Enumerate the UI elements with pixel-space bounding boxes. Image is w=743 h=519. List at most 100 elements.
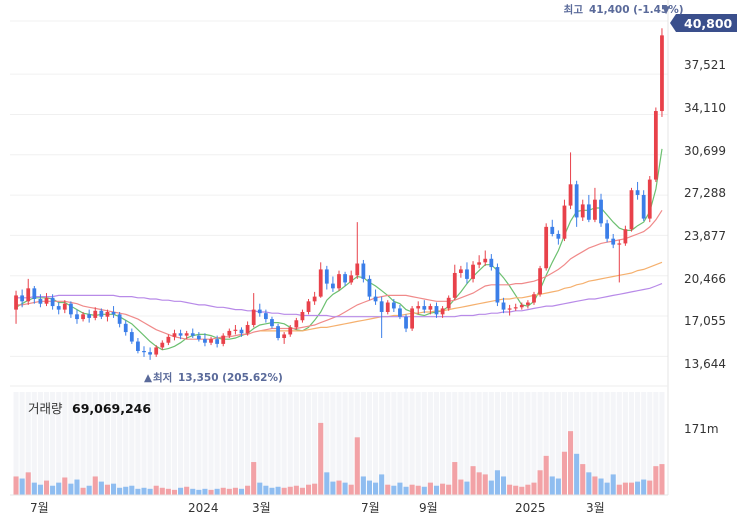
volume-background-bar [482,392,488,495]
candle-body [148,352,152,355]
candle-body [489,258,494,268]
volume-bar [592,476,598,495]
volume-background-bar [360,392,366,495]
volume-bar [537,470,543,495]
candle-body [452,272,457,298]
volume-bar [220,487,226,495]
candle-body [32,288,37,299]
current-price-marker [670,14,737,32]
volume-background-bar [202,392,208,495]
candle-body [75,314,79,320]
volume-background-bar [245,392,251,495]
volume-background-bar [379,392,385,495]
volume-background-bar [409,392,415,495]
volume-bar [141,487,147,495]
volume-background-bar [196,392,202,495]
candle-body [239,329,244,334]
volume-bar [610,474,616,495]
volume-background-bar [74,392,80,495]
volume-background-bar [123,392,129,495]
volume-bar [251,462,257,495]
volume-bar [659,464,665,495]
candle-body [44,297,49,304]
volume-background-bar [635,392,641,495]
volume-background-bar [293,392,299,495]
candle-body [196,335,201,340]
volume-background-bar [220,392,226,495]
volume-background-bar [214,392,220,495]
volume-background-bar [507,392,513,495]
candle-body [300,311,305,321]
volume-bar [98,481,104,495]
volume-bar [135,488,141,495]
candle-body [653,111,658,180]
candle-body [471,264,475,279]
candle-body [154,347,159,355]
candle-body [355,263,360,276]
volume-bar [561,451,568,495]
volume-background-bar [543,392,549,495]
time-tick: 7월 [361,501,380,515]
volume-bar [171,489,178,495]
candle-body [635,190,640,195]
volume-bar [348,484,354,495]
candle-body [586,204,591,220]
volume-bar [415,485,421,495]
volume-bar [458,479,464,495]
candle-body [270,319,274,327]
volume-bar [373,482,379,495]
volume-bar [37,484,43,495]
candle-body [385,302,390,312]
price-tick: 37,521 [684,58,726,72]
volume-bar [208,489,214,495]
volume-background-bar [500,392,507,495]
candle-body [20,295,25,302]
volume-bar [269,487,275,495]
volume-bar [635,481,641,495]
volume-background-bar [129,392,135,495]
volume-background-bar [525,392,531,495]
candle-body [483,258,488,263]
volume-bar [360,476,366,495]
volume-bar [641,479,647,495]
volume-bar [13,476,19,495]
moving-average-line [16,209,663,340]
volume-bar [543,455,549,495]
candle-body [660,35,664,112]
time-tick: 3월 [252,501,271,515]
volume-background-bar [178,392,184,495]
volume-bar [293,485,299,495]
volume-background-bar [263,392,269,495]
volume-background-bar [616,392,622,495]
volume-background-bar [513,392,519,495]
candle-body [318,269,323,297]
volume-bar [202,488,208,495]
moving-average-line [16,283,663,318]
volume-bar [653,466,659,495]
volume-bar [568,431,574,495]
volume-background-bar [598,392,604,495]
volume-background-bar [305,392,312,495]
candle-body [361,263,366,279]
volume-bar [580,464,586,495]
candle-body [349,275,354,283]
volume-background-bar [342,392,348,495]
volume-bar [214,488,220,495]
volume-bar [196,489,202,495]
candle-body [641,194,646,219]
candle-body [184,333,189,336]
candle-body [251,309,256,325]
volume-bar [80,487,86,495]
candle-body [458,269,463,273]
volume-background-bar [251,392,257,495]
candle-body [312,296,317,302]
volume-background-bar [171,392,178,495]
volume-background-bar [641,392,647,495]
candle-body [331,283,335,289]
candle-body [629,190,634,230]
candle-body [203,339,207,343]
volume-background-bar [184,392,190,495]
high-prefix: 최고 [564,3,584,16]
volume-bar [50,485,56,495]
volume-background-bar [592,392,598,495]
